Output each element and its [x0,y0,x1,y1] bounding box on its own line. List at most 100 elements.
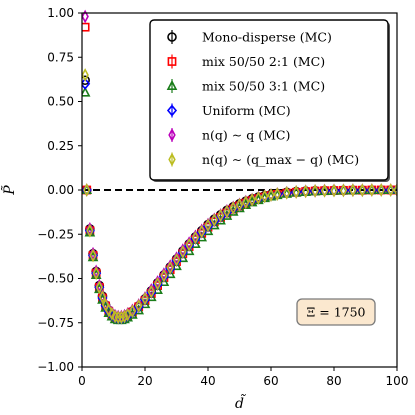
data-point [267,188,275,203]
data-point [358,183,367,198]
legend-marker [168,128,176,142]
data-point [283,185,291,200]
data-point [128,304,137,319]
data-point [260,189,269,204]
annotation-box [296,298,376,326]
data-point [172,253,181,267]
data-point [242,195,250,210]
legend-label: n(q) ∼ (q_max − q) (MC) [202,152,359,167]
data-point [202,224,214,236]
data-point [158,275,170,287]
data-point [229,201,237,215]
x-tick-label: 80 [326,374,341,388]
annotation: Ξ = 1750 [296,298,376,326]
data-point [160,268,168,283]
data-point [92,264,100,279]
data-point [92,266,100,281]
data-point [204,218,212,233]
data-point [172,251,181,266]
data-point [164,267,176,279]
data-point [349,183,357,198]
data-point [166,260,174,275]
data-point [86,223,94,238]
data-point [83,183,91,197]
data-point [139,298,151,309]
data-point [89,246,97,261]
data-point [330,183,338,198]
data-point [190,237,201,248]
data-point [179,245,187,259]
y-tick-label: −1.00 [37,360,74,374]
data-point [183,244,195,256]
data-point [120,309,129,324]
legend-label: n(q) ∼ q (MC) [202,128,290,143]
data-point [98,290,107,304]
legend-box [149,19,389,181]
data-point [89,248,97,263]
legend: Mono-disperse (MC) mix 50/50 2:1 (MC) mix … [149,19,390,182]
y-tick-label: 0.25 [47,139,74,153]
data-point [301,184,310,199]
x-axis-label: d̃ [235,393,246,412]
data-point [386,183,395,197]
data-marks [82,9,397,325]
x-tick-label: 60 [263,374,278,388]
data-point [216,208,225,223]
data-point [95,278,104,293]
data-point [223,204,231,219]
data-point [377,183,385,197]
data-point [82,75,90,86]
data-point [82,9,89,24]
data-point [185,236,193,250]
y-tick-label: 0.75 [47,50,74,64]
data-point [210,213,219,227]
data-point [123,307,132,322]
axis-ticks: 0 20 40 60 80 100 −1.00 −0.75 −0.50 −0.25 0.00 0.25… [37,6,408,388]
data-point [208,219,220,230]
data-point [145,290,157,302]
data-point [196,231,208,242]
data-point [141,291,149,306]
y-tick-label: −0.25 [37,227,74,241]
x-tick-label: 20 [137,374,152,388]
data-point [86,222,94,236]
y-tick-label: −0.75 [37,316,74,330]
data-point [152,283,163,295]
y-tick-label: −0.50 [37,272,74,286]
data-point [191,230,200,245]
y-tick-label: 0.00 [47,183,74,197]
data-point [235,197,244,212]
y-tick-label: 1.00 [47,6,74,20]
x-tick-label: 0 [78,374,86,388]
x-tick-label: 100 [386,374,409,388]
data-point [147,283,156,297]
data-point [117,310,126,325]
data-point [339,183,348,198]
data-point [147,284,156,299]
data-point [95,280,104,295]
legend-label: mix 50/50 3:1 (MC) [202,79,325,94]
data-point [177,252,189,263]
data-point [311,183,319,198]
data-point [197,224,206,239]
data-point [292,185,300,199]
data-point [171,259,182,271]
series-6 [82,68,397,325]
data-point [273,187,282,201]
data-point [82,68,89,82]
annotation-text: Ξ = 1750 [306,305,365,320]
y-tick-label: 0.50 [47,95,74,109]
data-point [248,193,256,207]
legend-marker [168,152,176,167]
data-point [320,183,329,198]
data-point [160,267,168,281]
legend-marker [167,57,177,66]
legend-label: Uniform (MC) [202,103,291,118]
data-point [393,183,397,197]
data-point [368,183,376,197]
x-tick-label: 40 [200,374,215,388]
legend-label: mix 50/50 2:1 (MC) [202,54,325,69]
data-point [134,299,143,313]
